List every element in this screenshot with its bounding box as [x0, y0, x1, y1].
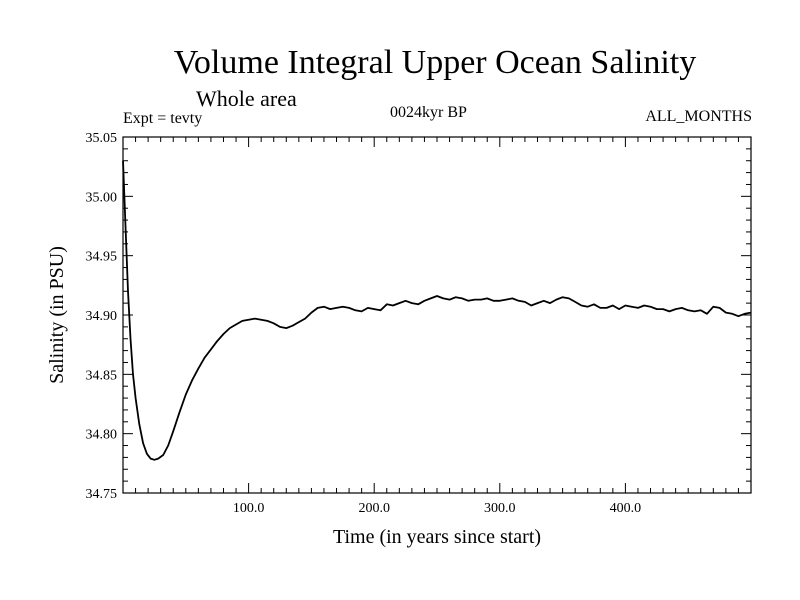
x-tick-label: 200.0: [358, 501, 390, 516]
x-tick-labels: 100.0 200.0 300.0 400.0: [233, 501, 641, 516]
x-tick-label: 100.0: [233, 501, 265, 516]
y-tick-label: 34.90: [86, 309, 118, 324]
salinity-series-line: [122, 160, 752, 461]
y-tick-label: 34.95: [86, 250, 118, 265]
x-axis-title: Time (in years since start): [333, 526, 541, 548]
y-tick-label: 34.75: [86, 487, 118, 502]
experiment-label: Expt = tevty: [123, 110, 203, 127]
y-tick-label: 35.05: [86, 131, 118, 146]
y-tick-label: 34.85: [86, 368, 118, 383]
months-label: ALL_MONTHS: [645, 108, 752, 125]
chart-subtitle: Whole area: [196, 86, 297, 111]
x-tick-label: 300.0: [484, 501, 516, 516]
y-tick-label: 34.80: [86, 428, 118, 443]
axis-ticks: [123, 137, 751, 493]
y-tick-label: 35.00: [86, 190, 118, 205]
chart-title: Volume Integral Upper Ocean Salinity: [173, 44, 697, 81]
period-label: 0024kyr BP: [390, 104, 467, 121]
y-tick-labels: 34.75 34.80 34.85 34.90 34.95 35.00 35.05: [86, 131, 118, 502]
plot-frame: [122, 136, 752, 494]
y-axis-title: Salinity (in PSU): [46, 246, 68, 384]
x-tick-label: 400.0: [610, 501, 642, 516]
